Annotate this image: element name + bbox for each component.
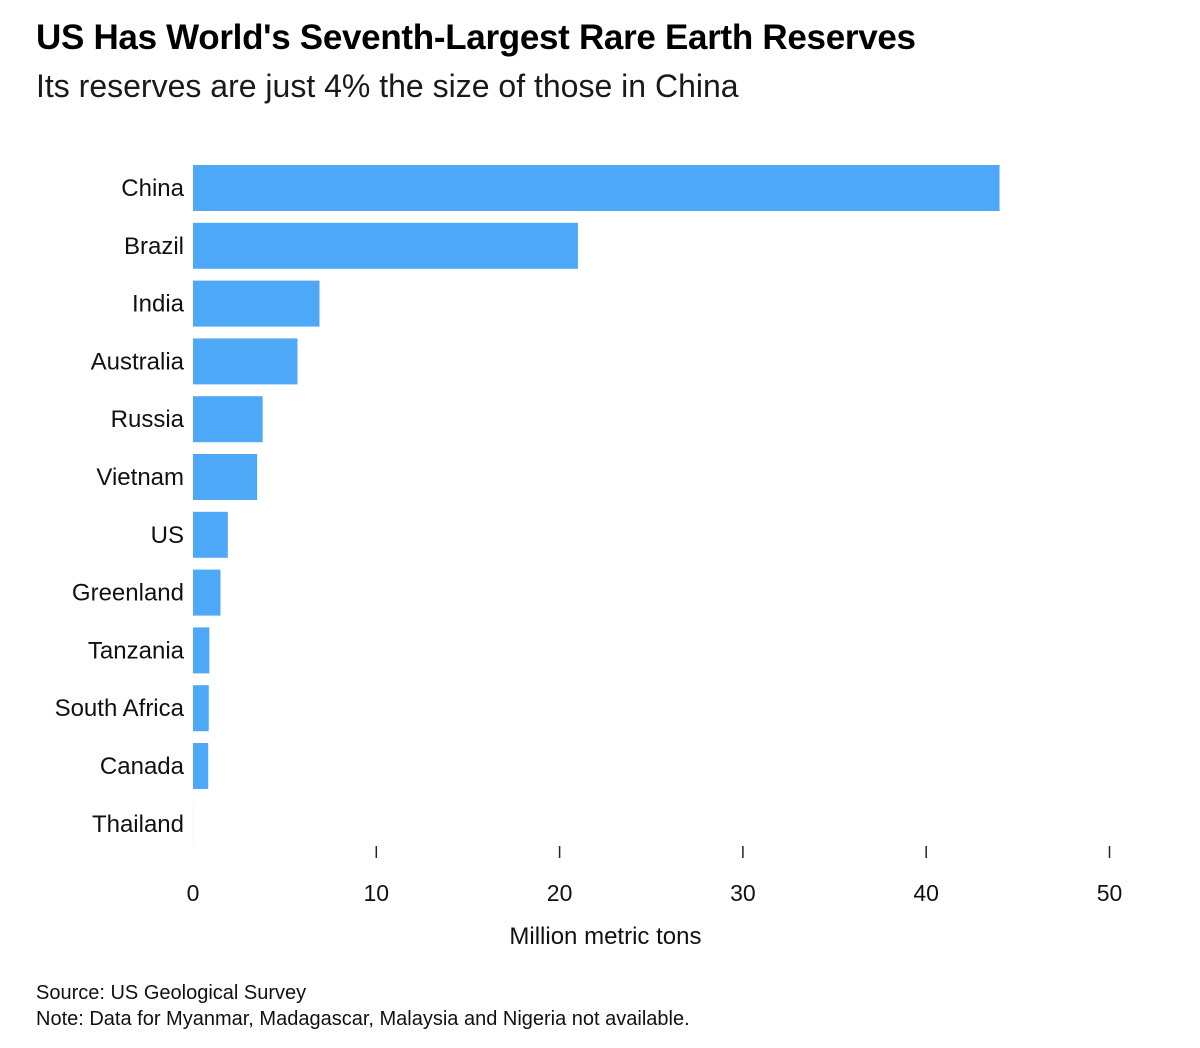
bar-australia [193, 338, 298, 385]
bar-vietnam [193, 454, 258, 500]
bar-brazil [193, 222, 578, 269]
bar-greenland [193, 569, 221, 616]
x-tick-label-20: 20 [547, 880, 573, 906]
category-label-tanzania: Tanzania [88, 637, 185, 664]
bar-tanzania [193, 627, 210, 674]
category-label-china: China [121, 175, 184, 202]
bar-canada [193, 743, 209, 789]
category-label-vietnam: Vietnam [96, 464, 184, 491]
category-label-russia: Russia [111, 406, 185, 433]
bar-india [193, 280, 320, 327]
bar-south-africa [193, 685, 209, 732]
x-tick-label-30: 30 [730, 880, 756, 906]
category-label-thailand: Thailand [92, 811, 184, 838]
bar-us [193, 511, 228, 558]
chart-subtitle: Its reserves are just 4% the size of tho… [36, 68, 739, 104]
category-label-south-africa: South Africa [55, 695, 185, 722]
chart-title: US Has World's Seventh-Largest Rare Eart… [36, 18, 916, 57]
bar-china [193, 165, 1000, 211]
category-label-us: US [151, 522, 184, 549]
x-tick-label-40: 40 [913, 880, 939, 906]
category-label-greenland: Greenland [72, 580, 184, 607]
category-label-canada: Canada [100, 753, 185, 780]
x-axis-title: Million metric tons [509, 923, 701, 950]
bar-russia [193, 396, 263, 443]
category-label-australia: Australia [91, 348, 185, 375]
bar-chart: China Brazil India Australia Russia Vietnam US… [55, 165, 1123, 950]
category-label-brazil: Brazil [124, 233, 184, 260]
category-label-india: India [132, 291, 185, 318]
data-note: Note: Data for Myanmar, Madagascar, Mala… [36, 1008, 690, 1030]
x-tick-label-50: 50 [1097, 880, 1123, 906]
source-note: Source: US Geological Survey [36, 982, 307, 1004]
x-tick-label-10: 10 [364, 880, 390, 906]
x-tick-label-0: 0 [187, 880, 200, 906]
